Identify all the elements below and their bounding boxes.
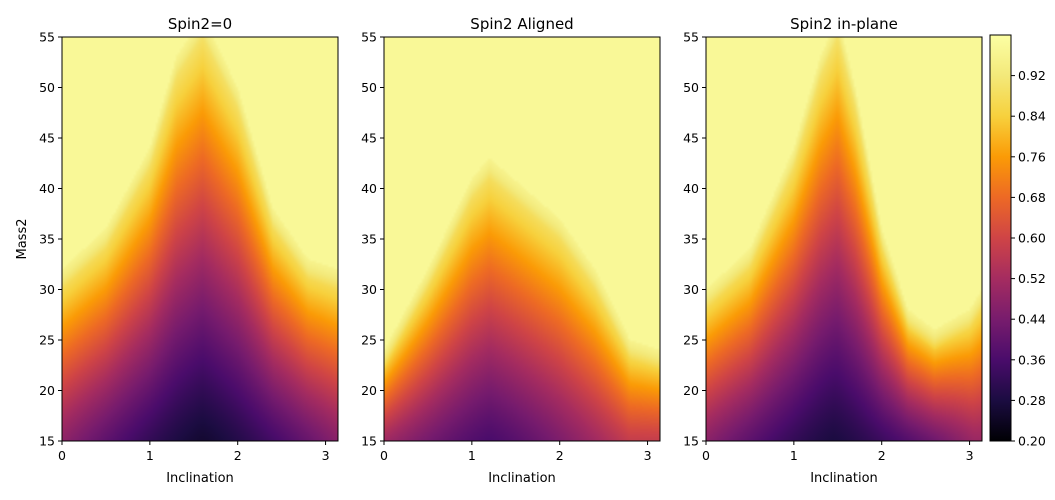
y-tick-label: 35 — [683, 232, 699, 247]
y-tick-label: 30 — [683, 282, 699, 297]
y-tick-label: 20 — [683, 383, 699, 398]
x-tick-label: 3 — [966, 448, 974, 463]
x-tick-label: 1 — [468, 448, 476, 463]
colorbar-tick-label: 0.20 — [1018, 434, 1046, 449]
y-tick-label: 25 — [683, 333, 699, 348]
x-axis-label: Inclination — [166, 471, 234, 486]
panel-title: Spin2 Aligned — [470, 15, 573, 33]
colorbar: 0.20 0.28 0.36 0.44 0.52 0.60 0.68 0.76 0.84 0.92 — [989, 34, 1046, 449]
colorbar-tick-label: 0.44 — [1018, 312, 1046, 327]
heatmap-image — [384, 37, 660, 441]
x-tick-label: 0 — [380, 448, 388, 463]
x-tick-label: 2 — [556, 448, 564, 463]
y-tick-label: 15 — [361, 434, 377, 449]
y-tick-label: 35 — [361, 232, 377, 247]
x-tick-label: 2 — [878, 448, 886, 463]
y-tick-label: 20 — [39, 383, 55, 398]
heatmap-image — [706, 37, 982, 441]
colorbar-tick-label: 0.92 — [1018, 68, 1046, 83]
heatmap-panel-3: Spin2 in-plane 0 1 2 3 15 20 25 30 35 40 45 50 55 Incl… — [683, 15, 983, 486]
y-tick-label: 45 — [361, 131, 377, 146]
colorbar-tick-label: 0.28 — [1018, 393, 1046, 408]
y-tick-label: 30 — [361, 282, 377, 297]
y-tick-label: 50 — [361, 80, 377, 95]
y-tick-label: 20 — [361, 383, 377, 398]
colorbar-tick-label: 0.60 — [1018, 231, 1046, 246]
colorbar-tick-label: 0.84 — [1018, 109, 1046, 124]
y-tick-label: 15 — [39, 434, 55, 449]
x-tick-label: 3 — [644, 448, 652, 463]
heatmap-panel-1: Spin2=0 0 1 2 3 15 20 25 30 35 40 45 50 55 Inclination… — [15, 15, 339, 486]
x-tick-label: 0 — [58, 448, 66, 463]
x-tick-label: 1 — [790, 448, 798, 463]
y-axis-label: Mass2 — [15, 219, 30, 260]
x-tick-label: 2 — [234, 448, 242, 463]
x-tick-label: 0 — [702, 448, 710, 463]
y-tick-label: 45 — [683, 131, 699, 146]
heatmap-image — [62, 37, 338, 441]
x-tick-label: 1 — [146, 448, 154, 463]
y-tick-label: 40 — [683, 181, 699, 196]
y-tick-label: 50 — [39, 80, 55, 95]
heatmap-panel-2: Spin2 Aligned 0 1 2 3 15 20 25 30 35 40 45 50 55 Incli… — [361, 15, 661, 486]
y-tick-label: 50 — [683, 80, 699, 95]
colorbar-tick-label: 0.52 — [1018, 271, 1046, 286]
y-tick-label: 40 — [39, 181, 55, 196]
colorbar-tick-label: 0.68 — [1018, 190, 1046, 205]
panel-title: Spin2 in-plane — [790, 15, 898, 33]
colorbar-gradient — [989, 34, 1012, 442]
x-tick-label: 3 — [322, 448, 330, 463]
colorbar-tick-label: 0.36 — [1018, 352, 1046, 367]
y-tick-label: 25 — [39, 333, 55, 348]
y-tick-label: 15 — [683, 434, 699, 449]
y-tick-label: 45 — [39, 131, 55, 146]
y-tick-label: 35 — [39, 232, 55, 247]
y-tick-label: 40 — [361, 181, 377, 196]
y-tick-label: 30 — [39, 282, 55, 297]
x-axis-label: Inclination — [810, 471, 878, 486]
y-tick-label: 55 — [361, 30, 377, 45]
y-tick-label: 55 — [683, 30, 699, 45]
colorbar-tick-label: 0.76 — [1018, 149, 1046, 164]
x-axis-label: Inclination — [488, 471, 556, 486]
y-tick-label: 25 — [361, 333, 377, 348]
panel-title: Spin2=0 — [168, 15, 232, 33]
y-tick-label: 55 — [39, 30, 55, 45]
